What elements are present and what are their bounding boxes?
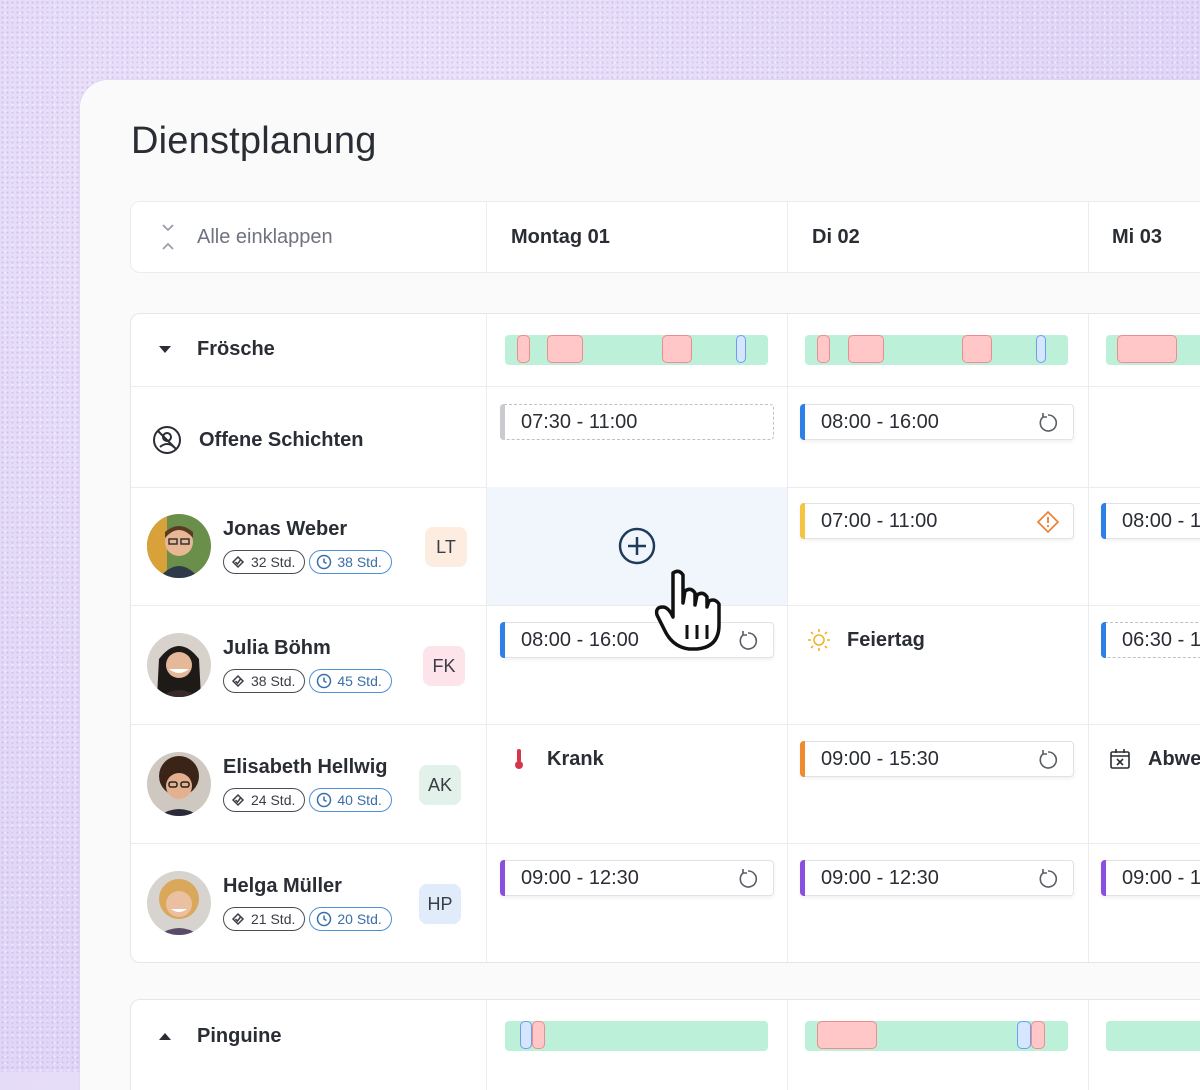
avatar (147, 514, 211, 578)
initials-badge: FK (423, 646, 465, 686)
shift-card[interactable]: 07:00 - 11:00 (800, 503, 1074, 539)
hours-planned-chip: 40 Std. (309, 788, 392, 812)
repeat-icon (1039, 750, 1058, 769)
initials-badge: AK (419, 765, 461, 805)
hours-done-chip: 21 Std. (223, 907, 306, 931)
hours-done-icon (231, 793, 245, 807)
status-holiday: Feiertag (807, 628, 925, 652)
clock-icon (317, 673, 332, 689)
shift-card[interactable]: 09:00 - 15:30 (800, 741, 1074, 777)
hours-planned-chip: 45 Std. (309, 669, 392, 693)
avatar (147, 871, 211, 935)
initials-badge: HP (419, 884, 461, 924)
hours-done-icon (231, 912, 245, 926)
timeline-wed[interactable] (1106, 335, 1200, 365)
timeline-mon[interactable] (505, 1021, 768, 1051)
schedule-header: Alle einklappen Montag 01 Di 02 Mi 03 (130, 201, 1200, 273)
collapse-icon (162, 224, 174, 250)
sun-icon (808, 629, 830, 651)
status-absent: Abwesend (1108, 747, 1200, 771)
shift-card[interactable]: 09:00 - 12:30 (800, 860, 1074, 896)
day-header-wed[interactable]: Mi 03 (1112, 225, 1163, 248)
page-title: Dienstplanung (131, 120, 377, 162)
employee-name: Jonas Weber (223, 518, 348, 540)
schedule-panel: Dienstplanung Alle einklappen Montag 01 … (80, 80, 1200, 1090)
hours-planned-chip: 20 Std. (309, 907, 392, 931)
hours-planned-chip: 38 Std. (309, 550, 392, 574)
warning-icon (1037, 511, 1059, 533)
shift-card[interactable]: 08:00 - 16:00 (1101, 503, 1200, 539)
clock-icon (317, 554, 332, 570)
avatar (147, 633, 211, 697)
day-header-tue[interactable]: Di 02 (812, 225, 860, 248)
employee-name: Helga Müller (223, 875, 342, 897)
hours-done-chip: 32 Std. (223, 550, 306, 574)
shift-card[interactable]: 08:00 - 16:00 (800, 404, 1074, 440)
collapse-all-label: Alle einklappen (197, 225, 333, 248)
group-toggle[interactable]: Frösche (159, 338, 275, 361)
group-pinguine: Pinguine (130, 999, 1200, 1090)
hours-done-icon (231, 555, 245, 569)
avatar (147, 752, 211, 816)
repeat-icon (1039, 869, 1058, 888)
add-shift-icon[interactable] (618, 527, 656, 565)
initials-badge: LT (425, 527, 467, 567)
add-shift-cell[interactable] (487, 487, 787, 605)
collapse-triangle-icon (159, 346, 171, 353)
employee-name: Julia Böhm (223, 637, 331, 659)
open-shifts-row: Offene Schichten (151, 424, 363, 456)
open-shifts-label: Offene Schichten (199, 428, 364, 451)
timeline-tue[interactable] (805, 335, 1068, 365)
hours-done-chip: 24 Std. (223, 788, 306, 812)
status-sick: Krank (507, 747, 604, 771)
clock-icon (317, 792, 332, 808)
calendar-x-icon (1110, 749, 1130, 769)
shift-card[interactable]: 09:00 - 12:30 (1101, 860, 1200, 896)
repeat-icon (739, 631, 758, 650)
group-name: Frösche (197, 338, 275, 360)
employee-name: Elisabeth Hellwig (223, 756, 388, 778)
repeat-icon (1039, 413, 1058, 432)
group-name: Pinguine (197, 1025, 282, 1047)
hours-done-chip: 38 Std. (223, 669, 306, 693)
expand-triangle-icon (159, 1033, 171, 1040)
thermometer-icon (515, 749, 523, 769)
hand-cursor-icon (654, 569, 721, 651)
timeline-tue[interactable] (805, 1021, 1068, 1051)
repeat-icon (739, 869, 758, 888)
shift-card[interactable]: 06:30 - 10:00 (1101, 622, 1200, 658)
shift-card[interactable]: 07:30 - 11:00 (500, 404, 774, 440)
clock-icon (317, 911, 332, 927)
hours-done-icon (231, 674, 245, 688)
open-shifts-icon (153, 426, 181, 454)
timeline-wed[interactable] (1106, 1021, 1200, 1051)
day-header-mon[interactable]: Montag 01 (511, 225, 610, 248)
timeline-mon[interactable] (505, 335, 768, 365)
collapse-all-button[interactable]: Alle einklappen (159, 202, 459, 272)
shift-card[interactable]: 08:00 - 16:00 (500, 622, 774, 658)
group-toggle[interactable]: Pinguine (159, 1025, 281, 1048)
shift-card[interactable]: 09:00 - 12:30 (500, 860, 774, 896)
group-froesche: Frösche Offene Schichten (130, 313, 1200, 963)
